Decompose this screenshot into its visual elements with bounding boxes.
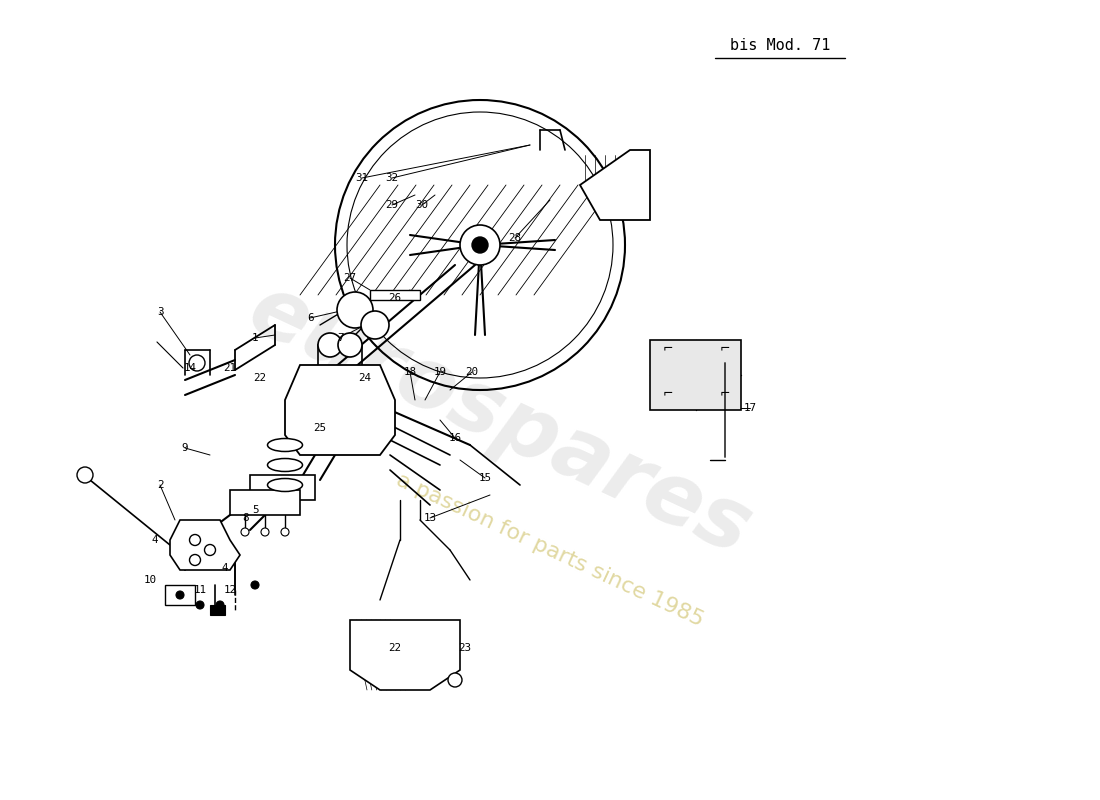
Text: 24: 24 — [359, 373, 372, 383]
Circle shape — [338, 333, 362, 357]
Circle shape — [251, 581, 258, 589]
Text: 29: 29 — [385, 200, 398, 210]
Text: 30: 30 — [416, 200, 429, 210]
Polygon shape — [165, 585, 195, 605]
Circle shape — [460, 225, 500, 265]
Polygon shape — [230, 490, 300, 515]
Text: eurospares: eurospares — [235, 267, 764, 573]
Circle shape — [77, 467, 94, 483]
Text: 22: 22 — [388, 643, 401, 653]
Polygon shape — [285, 365, 395, 455]
Ellipse shape — [267, 458, 303, 471]
Text: 32: 32 — [385, 173, 398, 183]
Text: a passion for parts since 1985: a passion for parts since 1985 — [393, 470, 707, 630]
Polygon shape — [170, 520, 240, 570]
Circle shape — [337, 292, 373, 328]
Text: 27: 27 — [343, 273, 356, 283]
Text: 18: 18 — [404, 367, 417, 377]
Circle shape — [216, 601, 224, 609]
Text: 15: 15 — [478, 473, 492, 483]
Ellipse shape — [267, 478, 303, 491]
Circle shape — [205, 545, 216, 555]
Text: 16: 16 — [449, 433, 462, 443]
Polygon shape — [250, 475, 315, 500]
Text: 1: 1 — [252, 333, 258, 343]
Text: 5: 5 — [252, 505, 258, 515]
Text: 9: 9 — [182, 443, 188, 453]
Text: 8: 8 — [242, 513, 249, 523]
Polygon shape — [210, 605, 225, 615]
Text: 23: 23 — [459, 643, 472, 653]
Circle shape — [196, 601, 204, 609]
Text: 21: 21 — [223, 363, 236, 373]
Circle shape — [176, 591, 184, 599]
Circle shape — [189, 355, 205, 371]
Circle shape — [448, 673, 462, 687]
Text: bis Mod. 71: bis Mod. 71 — [729, 38, 830, 53]
Text: 22: 22 — [253, 373, 266, 383]
Text: ⌐: ⌐ — [719, 386, 730, 399]
Text: 4: 4 — [222, 563, 229, 573]
Polygon shape — [650, 340, 741, 410]
Text: 6: 6 — [307, 313, 314, 323]
Text: ⌐: ⌐ — [662, 386, 673, 399]
Text: 26: 26 — [388, 293, 401, 303]
Text: 20: 20 — [465, 367, 478, 377]
Circle shape — [241, 528, 249, 536]
Ellipse shape — [267, 438, 303, 451]
Text: 28: 28 — [508, 233, 521, 243]
Text: 31: 31 — [355, 173, 368, 183]
Text: 12: 12 — [223, 585, 236, 595]
Polygon shape — [350, 620, 460, 690]
Text: 4: 4 — [152, 535, 158, 545]
Circle shape — [280, 528, 289, 536]
Polygon shape — [370, 290, 420, 300]
Text: 10: 10 — [143, 575, 156, 585]
Circle shape — [189, 534, 200, 546]
Text: 3: 3 — [156, 307, 163, 317]
Text: 19: 19 — [433, 367, 447, 377]
Text: 17: 17 — [744, 403, 757, 413]
Circle shape — [261, 528, 270, 536]
Text: 11: 11 — [194, 585, 207, 595]
Circle shape — [361, 311, 389, 339]
Text: 2: 2 — [156, 480, 163, 490]
Text: ⌐: ⌐ — [662, 342, 673, 354]
Text: 7: 7 — [337, 333, 343, 343]
Text: ⌐: ⌐ — [719, 342, 730, 354]
Text: 14: 14 — [184, 363, 197, 373]
Circle shape — [189, 554, 200, 566]
Circle shape — [472, 237, 488, 253]
Text: 25: 25 — [314, 423, 327, 433]
Circle shape — [318, 333, 342, 357]
Text: 13: 13 — [424, 513, 437, 523]
Polygon shape — [580, 150, 650, 220]
